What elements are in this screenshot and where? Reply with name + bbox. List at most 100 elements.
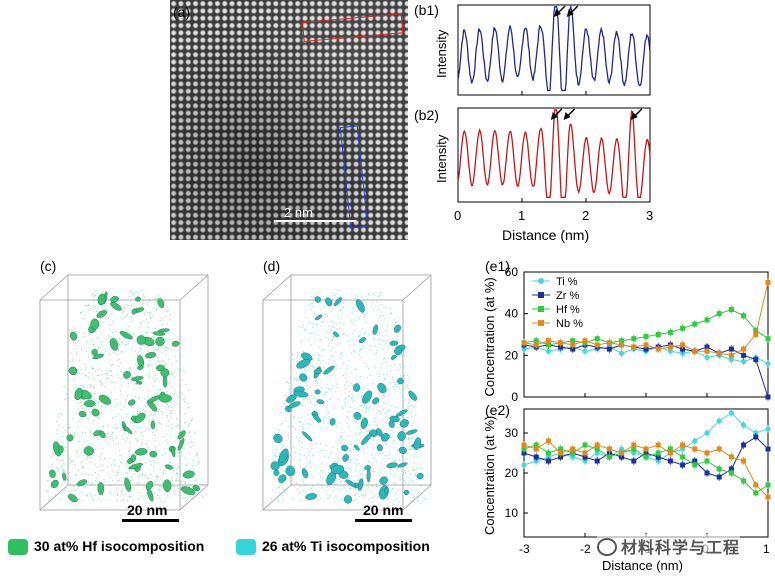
data-point xyxy=(631,458,637,464)
isosurface-blob xyxy=(325,297,333,307)
isosurface-blob xyxy=(74,387,83,401)
atom-dot xyxy=(89,412,91,414)
atom-dot xyxy=(110,464,113,466)
atom-dot xyxy=(327,497,329,499)
atom-dot xyxy=(318,355,320,357)
atom-dot xyxy=(326,493,329,496)
atom-dot xyxy=(123,406,125,408)
atom-dot xyxy=(340,441,342,443)
atom-dot xyxy=(316,293,318,295)
atom-dot xyxy=(100,381,103,383)
atom-dot xyxy=(382,401,384,403)
atom-dot xyxy=(365,365,368,367)
atom-dot xyxy=(190,446,192,449)
atom-dot xyxy=(337,297,339,299)
y-tick-label: 60 xyxy=(505,265,519,279)
atom-dot xyxy=(393,431,395,433)
atom-dot xyxy=(302,490,305,492)
atom-dot xyxy=(128,496,130,498)
isosurface-blob xyxy=(270,461,280,471)
atom-dot xyxy=(330,328,332,330)
atom-dot xyxy=(375,485,378,488)
atom-dot xyxy=(288,389,290,391)
atom-dot xyxy=(130,317,133,319)
atom-dot xyxy=(299,459,302,461)
reconstruction-box-edge xyxy=(179,274,209,301)
atom-dot xyxy=(292,458,295,460)
atom-dot xyxy=(290,483,292,485)
atom-dot xyxy=(291,426,294,428)
atom-dot xyxy=(123,433,126,435)
atom-dot xyxy=(164,338,166,340)
data-point xyxy=(533,342,539,348)
atom-dot xyxy=(323,402,326,404)
atom-dot xyxy=(331,375,333,377)
atom-dot xyxy=(56,429,59,431)
atom-dot xyxy=(141,435,144,437)
atom-dot xyxy=(107,424,109,427)
atom-dot xyxy=(338,289,341,291)
data-point xyxy=(667,344,673,350)
isosurface-blob xyxy=(124,477,131,492)
atom-dot xyxy=(396,368,399,371)
data-point xyxy=(643,346,649,352)
atom-dot xyxy=(293,378,295,380)
atom-dot xyxy=(120,393,122,395)
atom-dot xyxy=(167,495,169,497)
atom-dot xyxy=(384,335,386,337)
atom-dot xyxy=(175,426,177,428)
atom-dot xyxy=(141,495,143,497)
atom-dot xyxy=(384,378,387,380)
atom-dot xyxy=(289,440,292,442)
atom-dot xyxy=(362,445,364,447)
atom-dot xyxy=(315,324,317,326)
atom-dot xyxy=(130,289,133,292)
atom-dot xyxy=(80,373,83,375)
isosurface-blob xyxy=(57,445,64,454)
atom-dot xyxy=(94,398,96,400)
isosurface-blob xyxy=(353,411,362,420)
atom-dot xyxy=(402,499,404,501)
data-point xyxy=(619,350,625,356)
atom-dot xyxy=(411,405,413,407)
isosurface-blob xyxy=(301,468,309,479)
atom-dot xyxy=(285,382,288,384)
atom-dot xyxy=(310,466,312,468)
data-point xyxy=(655,442,661,448)
data-point xyxy=(619,446,625,452)
atom-dot xyxy=(99,320,102,322)
atom-dot xyxy=(328,358,331,361)
atom-dot xyxy=(408,470,410,472)
atom-dot xyxy=(350,320,352,322)
atom-dot xyxy=(194,431,196,433)
legend-label: Nb % xyxy=(556,318,583,330)
atom-dot xyxy=(336,343,339,345)
atom-dot xyxy=(159,468,161,471)
atom-dot xyxy=(378,372,380,374)
atom-dot xyxy=(327,325,330,327)
legend-marker xyxy=(538,306,544,312)
atom-dot xyxy=(419,467,421,470)
atom-dot xyxy=(173,469,175,472)
atom-dot xyxy=(125,472,127,474)
atom-dot xyxy=(382,394,384,397)
y-tick-label: 30 xyxy=(505,426,519,440)
atom-dot xyxy=(143,344,145,346)
isosurface-blob xyxy=(136,335,146,345)
atom-dot xyxy=(118,358,120,361)
reconstruction-box-edge xyxy=(262,484,292,511)
hf-swatch-icon xyxy=(8,539,28,556)
atom-dot xyxy=(120,500,123,502)
data-point xyxy=(692,438,698,444)
data-point xyxy=(545,450,551,456)
atom-dot xyxy=(171,479,173,481)
atom-dot xyxy=(360,446,362,448)
atom-dot xyxy=(352,488,354,491)
atom-dot xyxy=(313,355,315,357)
atom-dot xyxy=(362,495,365,497)
scalebar-c-label: 20 nm xyxy=(127,502,168,518)
atom-dot xyxy=(144,475,147,478)
atom-dot xyxy=(374,457,376,459)
isosurface-blob xyxy=(90,318,100,330)
